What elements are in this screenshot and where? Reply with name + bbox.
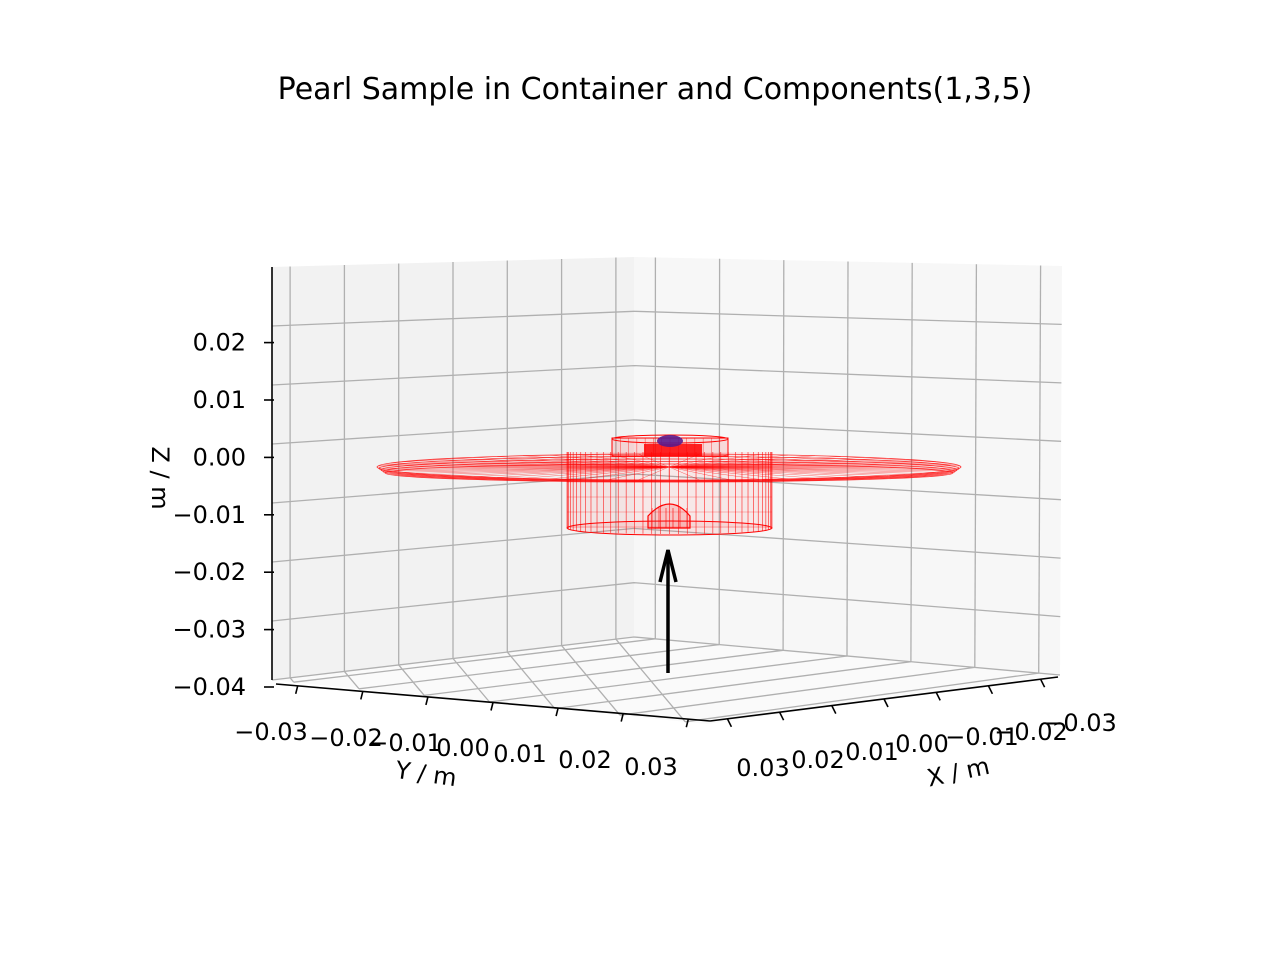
pearl-sample <box>657 435 683 447</box>
floor-grid-line <box>452 658 490 703</box>
x-tick-label: 0.00 <box>895 730 948 758</box>
beam-arrow <box>658 549 678 673</box>
z-grid-line <box>271 527 1061 563</box>
x-tick <box>987 685 994 695</box>
floor-grid-line <box>398 664 425 696</box>
floor-grid-line <box>554 661 911 710</box>
y-tick-label: 0.03 <box>624 753 677 781</box>
x-tick-label: −0.02 <box>994 718 1068 746</box>
y-tick-label: 0.01 <box>493 740 546 768</box>
sample-dome <box>657 435 683 447</box>
floor-grid-line <box>289 677 295 683</box>
container-mesh <box>376 434 962 536</box>
x-tick-label: 0.01 <box>845 738 898 766</box>
z-axis-label: Z / m <box>146 446 174 509</box>
x-tick <box>935 692 941 701</box>
x-grid-line <box>974 264 978 668</box>
z-tick-label: 0.01 <box>193 386 246 414</box>
x-tick <box>883 698 889 708</box>
x-tick <box>1039 678 1046 688</box>
y-tick <box>490 702 494 711</box>
z-tick-label: 0.02 <box>193 329 246 357</box>
floor-grid-line <box>561 645 621 716</box>
floor-grid-line <box>424 649 784 697</box>
y-tick-label: 0.00 <box>436 734 489 762</box>
arrow-head <box>658 549 678 583</box>
floor-grid-line <box>343 670 360 690</box>
x-tick <box>726 718 733 728</box>
x-tick <box>831 705 837 714</box>
z-tick-label: −0.04 <box>172 673 246 701</box>
z-grid-line <box>271 419 1062 445</box>
y-tick-label: −0.01 <box>368 729 442 757</box>
cap-core <box>644 444 702 456</box>
floor-grid-line <box>506 651 556 710</box>
tick-labels: −0.04−0.03−0.02−0.010.000.010.02−0.03 −0.… <box>172 329 1116 782</box>
z-tick-label: −0.01 <box>172 501 246 529</box>
y-tick <box>685 718 690 728</box>
z-grid-line <box>271 636 1061 681</box>
z-tick-label: −0.02 <box>172 558 246 586</box>
x-tick-label: −0.03 <box>1043 709 1117 737</box>
z-tick-label: −0.03 <box>172 616 246 644</box>
x-tick <box>778 711 785 721</box>
x-tick-label: 0.02 <box>791 746 844 774</box>
floor-grid-line <box>685 672 1039 723</box>
y-tick-label: 0.02 <box>558 746 611 774</box>
y-tick <box>620 713 624 722</box>
y-tick <box>425 696 429 706</box>
y-tick-label: −0.03 <box>234 718 308 746</box>
x-tick-label: 0.03 <box>736 754 789 782</box>
y-tick <box>294 685 299 695</box>
z-grid-line <box>271 582 1061 622</box>
chart-title: Pearl Sample in Container and Components… <box>278 72 1033 107</box>
floor-grid-line <box>358 643 720 690</box>
floor-grid-line <box>619 666 975 716</box>
z-grid-line <box>271 310 1062 327</box>
grid-lines <box>271 257 1062 723</box>
floor-grid-line <box>615 638 686 723</box>
x-grid-line <box>1038 265 1042 674</box>
z-grid-line <box>271 364 1062 386</box>
y-tick-label: −0.02 <box>309 724 383 752</box>
y-tick <box>360 691 364 700</box>
y-tick <box>555 707 559 717</box>
floor-grid-line <box>293 638 656 683</box>
x-tick-label: −0.01 <box>945 723 1019 751</box>
floor-grid-line <box>489 655 848 703</box>
z-tick-label: 0.00 <box>193 443 246 471</box>
axis-lines <box>264 267 1059 728</box>
inner-dome <box>647 503 691 529</box>
